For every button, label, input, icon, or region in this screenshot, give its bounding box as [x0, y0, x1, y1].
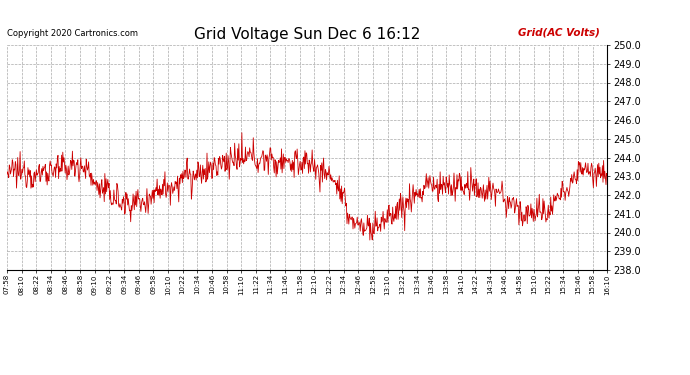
Title: Grid Voltage Sun Dec 6 16:12: Grid Voltage Sun Dec 6 16:12	[194, 27, 420, 42]
Text: Copyright 2020 Cartronics.com: Copyright 2020 Cartronics.com	[7, 28, 138, 38]
Text: Grid(AC Volts): Grid(AC Volts)	[518, 27, 600, 38]
